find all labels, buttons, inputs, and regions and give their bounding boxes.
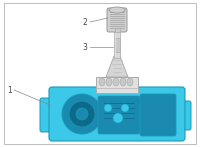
Circle shape bbox=[104, 104, 112, 112]
Ellipse shape bbox=[99, 78, 105, 86]
Text: 2: 2 bbox=[83, 17, 87, 26]
Ellipse shape bbox=[120, 78, 126, 86]
Ellipse shape bbox=[106, 78, 112, 86]
Circle shape bbox=[69, 101, 95, 127]
Circle shape bbox=[113, 113, 123, 123]
Bar bbox=[115, 38, 120, 52]
Ellipse shape bbox=[109, 7, 125, 13]
FancyBboxPatch shape bbox=[40, 98, 60, 132]
Text: 1: 1 bbox=[8, 86, 12, 95]
Bar bbox=[96, 77, 138, 93]
Polygon shape bbox=[106, 56, 128, 77]
FancyBboxPatch shape bbox=[140, 94, 176, 136]
Circle shape bbox=[76, 108, 88, 120]
Bar bbox=[114, 28, 120, 58]
Ellipse shape bbox=[113, 78, 119, 86]
FancyBboxPatch shape bbox=[175, 101, 191, 130]
FancyBboxPatch shape bbox=[49, 87, 185, 141]
FancyBboxPatch shape bbox=[107, 8, 127, 32]
Circle shape bbox=[121, 104, 129, 112]
Circle shape bbox=[62, 94, 102, 134]
Text: 3: 3 bbox=[83, 42, 87, 51]
Bar bbox=[115, 28, 120, 32]
Ellipse shape bbox=[127, 78, 133, 86]
FancyBboxPatch shape bbox=[98, 96, 140, 134]
